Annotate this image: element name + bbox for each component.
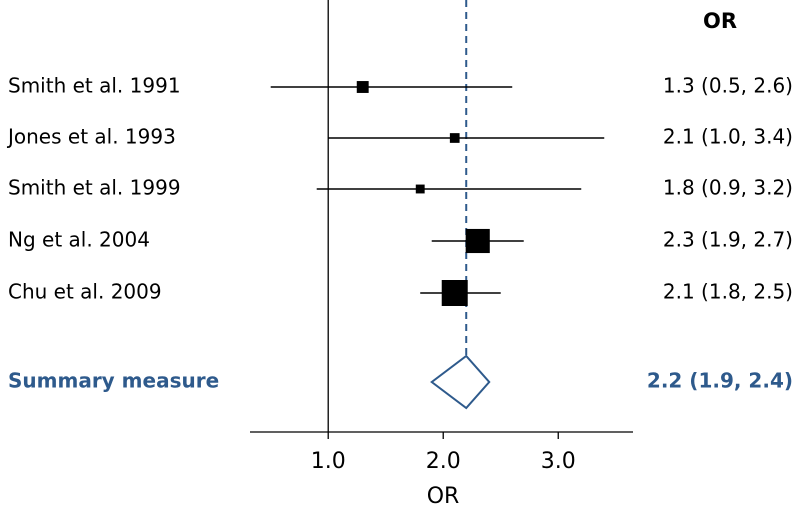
x-axis-label: OR <box>427 484 460 509</box>
value-label: 2.3 (1.9, 2.7) <box>663 228 793 252</box>
column-header: OR <box>703 9 737 33</box>
study-label: Smith et al. 1991 <box>8 74 181 98</box>
point-estimate <box>465 228 490 254</box>
x-tick-label: 2.0 <box>426 449 461 474</box>
summary-value-label: 2.2 (1.9, 2.4) <box>647 369 793 393</box>
value-label: 1.8 (0.9, 3.2) <box>663 176 793 200</box>
x-tick-label: 3.0 <box>541 449 576 474</box>
value-label: 2.1 (1.8, 2.5) <box>663 280 793 304</box>
study-label: Smith et al. 1999 <box>8 176 181 200</box>
point-estimate <box>415 184 425 194</box>
point-estimate <box>441 280 468 306</box>
value-label: 2.1 (1.0, 3.4) <box>663 125 793 149</box>
study-label: Jones et al. 1993 <box>6 125 176 149</box>
x-tick-label: 1.0 <box>311 449 346 474</box>
value-label: 1.3 (0.5, 2.6) <box>663 74 793 98</box>
summary-label: Summary measure <box>8 369 219 393</box>
study-label: Ng et al. 2004 <box>8 228 150 252</box>
summary-diamond <box>430 354 491 410</box>
study-label: Chu et al. 2009 <box>8 280 162 304</box>
point-estimate <box>356 81 369 93</box>
point-estimate <box>449 133 460 143</box>
